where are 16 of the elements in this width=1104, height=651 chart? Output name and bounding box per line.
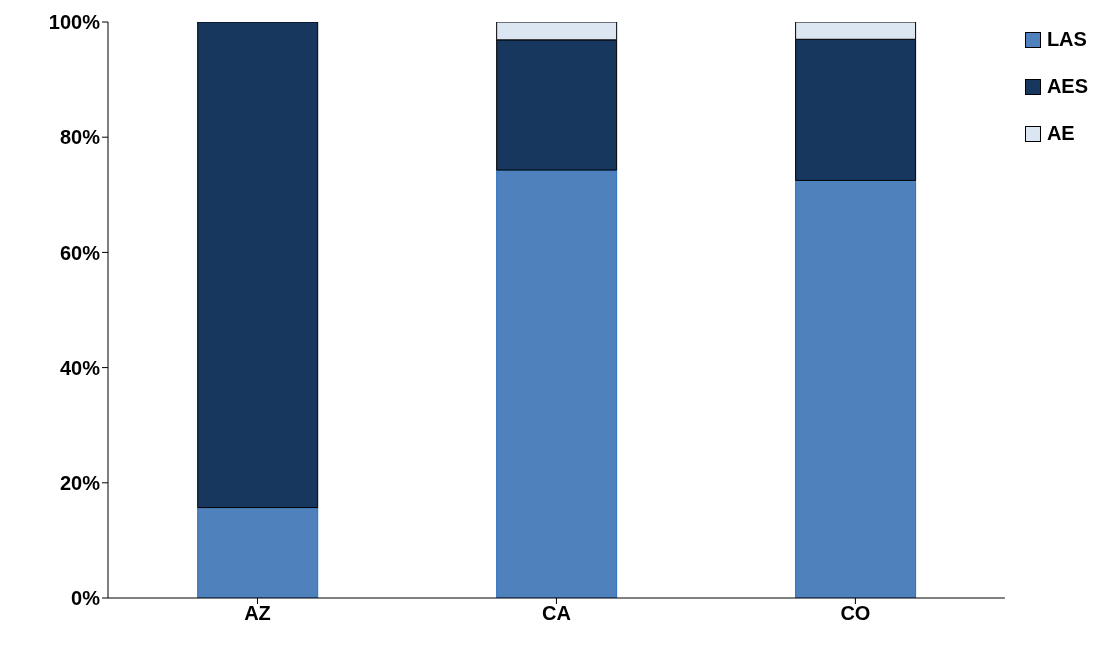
legend-label: LAS — [1046, 28, 1087, 51]
y-tick-label: 100% — [48, 11, 101, 34]
bar — [795, 179, 917, 598]
x-tick-label: CO — [840, 602, 871, 625]
y-tick-label: 80% — [59, 126, 101, 149]
bar — [197, 507, 319, 598]
bar — [197, 22, 319, 509]
y-tick-label: 40% — [59, 356, 101, 379]
x-tick-label: CA — [541, 602, 571, 625]
bar — [496, 169, 618, 598]
y-tick-label: 0% — [71, 587, 101, 610]
y-tick-label: 20% — [59, 471, 101, 494]
x-tick-label: AZ — [244, 602, 271, 625]
legend-label: AES — [1046, 75, 1088, 98]
y-tick-label: 60% — [59, 241, 101, 264]
legend-label: AE — [1046, 122, 1075, 145]
